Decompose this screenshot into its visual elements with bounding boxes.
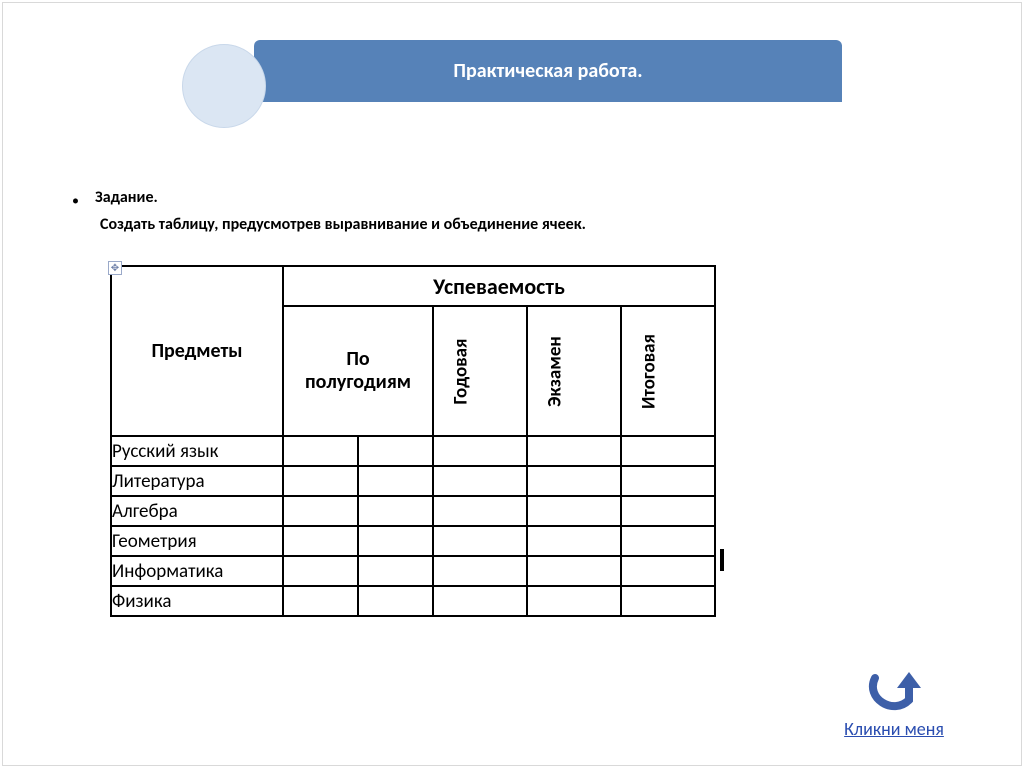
text-cursor-icon [720, 549, 724, 571]
grade-cell [283, 436, 358, 466]
curved-arrow-icon [859, 666, 929, 716]
subject-cell: Геометрия [111, 526, 283, 556]
header-exam: Экзамен [527, 306, 621, 436]
bullet-dot: • [72, 192, 79, 209]
task-description: Создать таблицу, предусмотрев выравниван… [100, 215, 952, 234]
bullet-row: • Задание. [72, 188, 952, 209]
grade-cell [283, 466, 358, 496]
grade-cell [527, 466, 621, 496]
content-area: • Задание. Создать таблицу, предусмотрев… [72, 188, 952, 234]
grade-cell [621, 466, 715, 496]
table-row: Информатика [111, 556, 715, 586]
header-final-label: Итоговая [638, 306, 661, 436]
grade-cell [433, 436, 527, 466]
grade-cell [283, 556, 358, 586]
grade-cell [433, 496, 527, 526]
grade-cell [358, 496, 433, 526]
grade-cell [527, 556, 621, 586]
grade-cell [283, 496, 358, 526]
click-me-link[interactable]: Кликни меня [844, 718, 944, 740]
grade-cell [358, 466, 433, 496]
header-exam-label: Экзамен [544, 306, 567, 436]
grade-cell [527, 586, 621, 616]
subject-cell: Алгебра [111, 496, 283, 526]
grade-cell [433, 556, 527, 586]
title-banner: Практическая работа. [254, 40, 842, 102]
grade-cell [621, 496, 715, 526]
grades-table: Предметы Успеваемость По полугодиям Годо… [110, 265, 716, 617]
header-annual: Годовая [433, 306, 527, 436]
subject-cell: Литература [111, 466, 283, 496]
title-banner-group: Практическая работа. [182, 40, 842, 128]
subject-cell: Русский язык [111, 436, 283, 466]
subject-cell: Информатика [111, 556, 283, 586]
grade-cell [358, 436, 433, 466]
grade-cell [283, 526, 358, 556]
slide-title: Практическая работа. [453, 60, 642, 82]
table-row: Литература [111, 466, 715, 496]
grade-cell [283, 586, 358, 616]
table-row: Предметы Успеваемость [111, 266, 715, 306]
grade-cell [358, 586, 433, 616]
grade-cell [433, 526, 527, 556]
subject-cell: Физика [111, 586, 283, 616]
header-group: Успеваемость [283, 266, 715, 306]
grade-cell [527, 496, 621, 526]
task-heading: Задание. [95, 188, 158, 207]
header-annual-label: Годовая [450, 306, 473, 436]
table-row: Алгебра [111, 496, 715, 526]
table-row: Русский язык [111, 436, 715, 466]
grade-cell [621, 556, 715, 586]
header-subjects: Предметы [111, 266, 283, 436]
grade-cell [621, 586, 715, 616]
grade-cell [358, 556, 433, 586]
grade-cell [433, 466, 527, 496]
return-link-area: Кликни меня [824, 666, 964, 740]
grade-cell [527, 526, 621, 556]
table-container: ✥ Предметы Успеваемость По полугодиям Го… [110, 265, 716, 617]
grade-cell [358, 526, 433, 556]
table-move-handle-icon[interactable]: ✥ [108, 261, 122, 275]
grade-cell [621, 436, 715, 466]
grade-cell [433, 586, 527, 616]
table-row: Геометрия [111, 526, 715, 556]
decorative-circle [182, 44, 266, 128]
header-final: Итоговая [621, 306, 715, 436]
header-by-semesters: По полугодиям [283, 306, 433, 436]
header-by-sem-line2: полугодиям [305, 370, 411, 394]
grade-cell [527, 436, 621, 466]
header-by-sem-line1: По [346, 347, 369, 371]
grade-cell [621, 526, 715, 556]
table-row: Физика [111, 586, 715, 616]
